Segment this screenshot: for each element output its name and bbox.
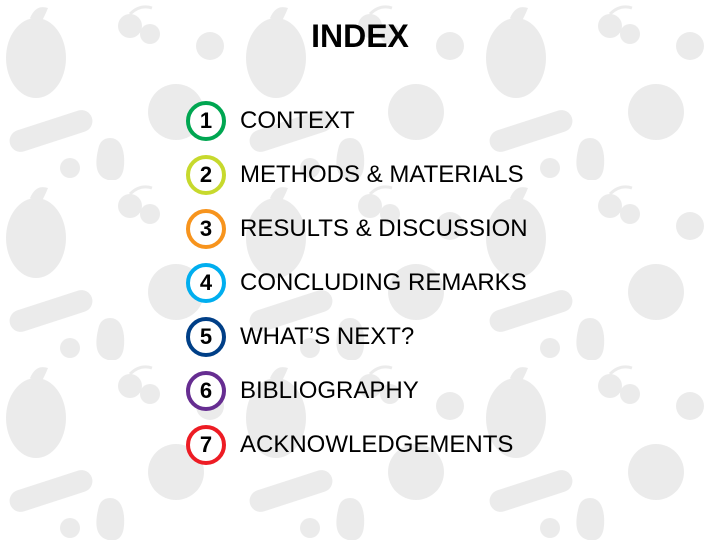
index-slide: INDEX 1 CONTEXT 2 METHODS & MATERIALS 3 RESUL… — [0, 0, 720, 540]
index-item: 6 BIBLIOGRAPHY — [186, 371, 586, 411]
index-item: 3 RESULTS & DISCUSSION — [186, 209, 586, 249]
index-item: 5 WHAT’S NEXT? — [186, 317, 586, 357]
index-item-label: CONCLUDING REMARKS — [240, 263, 586, 297]
index-item: 7 ACKNOWLEDGEMENTS — [186, 425, 586, 465]
index-item: 1 CONTEXT — [186, 101, 586, 141]
page-title: INDEX — [0, 18, 720, 55]
index-item: 4 CONCLUDING REMARKS — [186, 263, 586, 303]
index-item-number: 1 — [186, 101, 226, 141]
index-list: 1 CONTEXT 2 METHODS & MATERIALS 3 RESULTS & D… — [186, 101, 586, 465]
index-item-label: METHODS & MATERIALS — [240, 155, 586, 189]
index-item-number: 6 — [186, 371, 226, 411]
index-item-label: RESULTS & DISCUSSION — [240, 209, 586, 243]
index-item-number: 2 — [186, 155, 226, 195]
index-item-number: 7 — [186, 425, 226, 465]
index-item-label: ACKNOWLEDGEMENTS — [240, 425, 586, 459]
index-item-label: CONTEXT — [240, 101, 586, 135]
index-item-number: 5 — [186, 317, 226, 357]
index-item-number: 3 — [186, 209, 226, 249]
index-item-label: WHAT’S NEXT? — [240, 317, 586, 351]
index-item-label: BIBLIOGRAPHY — [240, 371, 586, 405]
index-item: 2 METHODS & MATERIALS — [186, 155, 586, 195]
index-item-number: 4 — [186, 263, 226, 303]
